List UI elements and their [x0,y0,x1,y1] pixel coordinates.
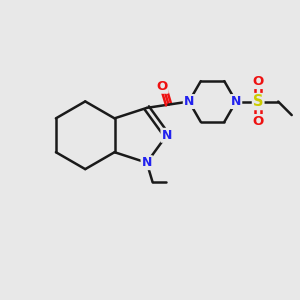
Text: O: O [156,80,168,93]
Text: N: N [184,95,194,108]
Text: S: S [253,94,263,109]
Text: O: O [253,115,264,128]
Text: N: N [161,129,172,142]
Text: O: O [253,75,264,88]
Text: N: N [231,95,241,108]
Text: N: N [142,156,152,169]
